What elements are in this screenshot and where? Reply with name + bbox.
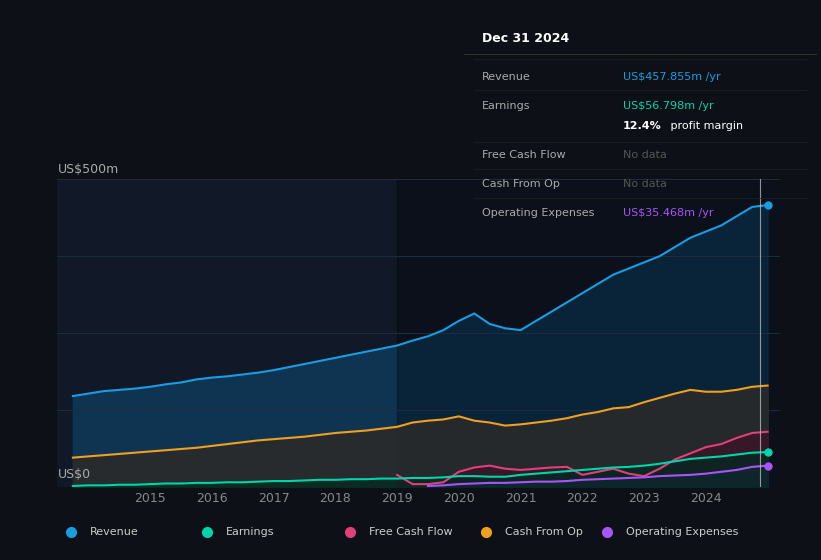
- Text: Dec 31 2024: Dec 31 2024: [481, 32, 569, 45]
- Text: No data: No data: [622, 150, 667, 160]
- Text: US$35.468m /yr: US$35.468m /yr: [622, 208, 713, 218]
- Text: Free Cash Flow: Free Cash Flow: [369, 527, 452, 537]
- Text: Cash From Op: Cash From Op: [481, 179, 559, 189]
- Text: Free Cash Flow: Free Cash Flow: [481, 150, 565, 160]
- Text: profit margin: profit margin: [667, 121, 743, 131]
- Text: No data: No data: [622, 179, 667, 189]
- Text: US$0: US$0: [57, 468, 90, 481]
- Bar: [397, 179, 780, 487]
- Text: Operating Expenses: Operating Expenses: [626, 527, 738, 537]
- Text: Revenue: Revenue: [89, 527, 138, 537]
- Text: Earnings: Earnings: [226, 527, 274, 537]
- Text: US$457.855m /yr: US$457.855m /yr: [622, 72, 720, 82]
- Text: Earnings: Earnings: [481, 101, 530, 111]
- Text: US$56.798m /yr: US$56.798m /yr: [622, 101, 713, 111]
- Text: 12.4%: 12.4%: [622, 121, 662, 131]
- Text: US$500m: US$500m: [57, 163, 119, 176]
- Text: Cash From Op: Cash From Op: [505, 527, 583, 537]
- Text: Revenue: Revenue: [481, 72, 530, 82]
- Text: Operating Expenses: Operating Expenses: [481, 208, 594, 218]
